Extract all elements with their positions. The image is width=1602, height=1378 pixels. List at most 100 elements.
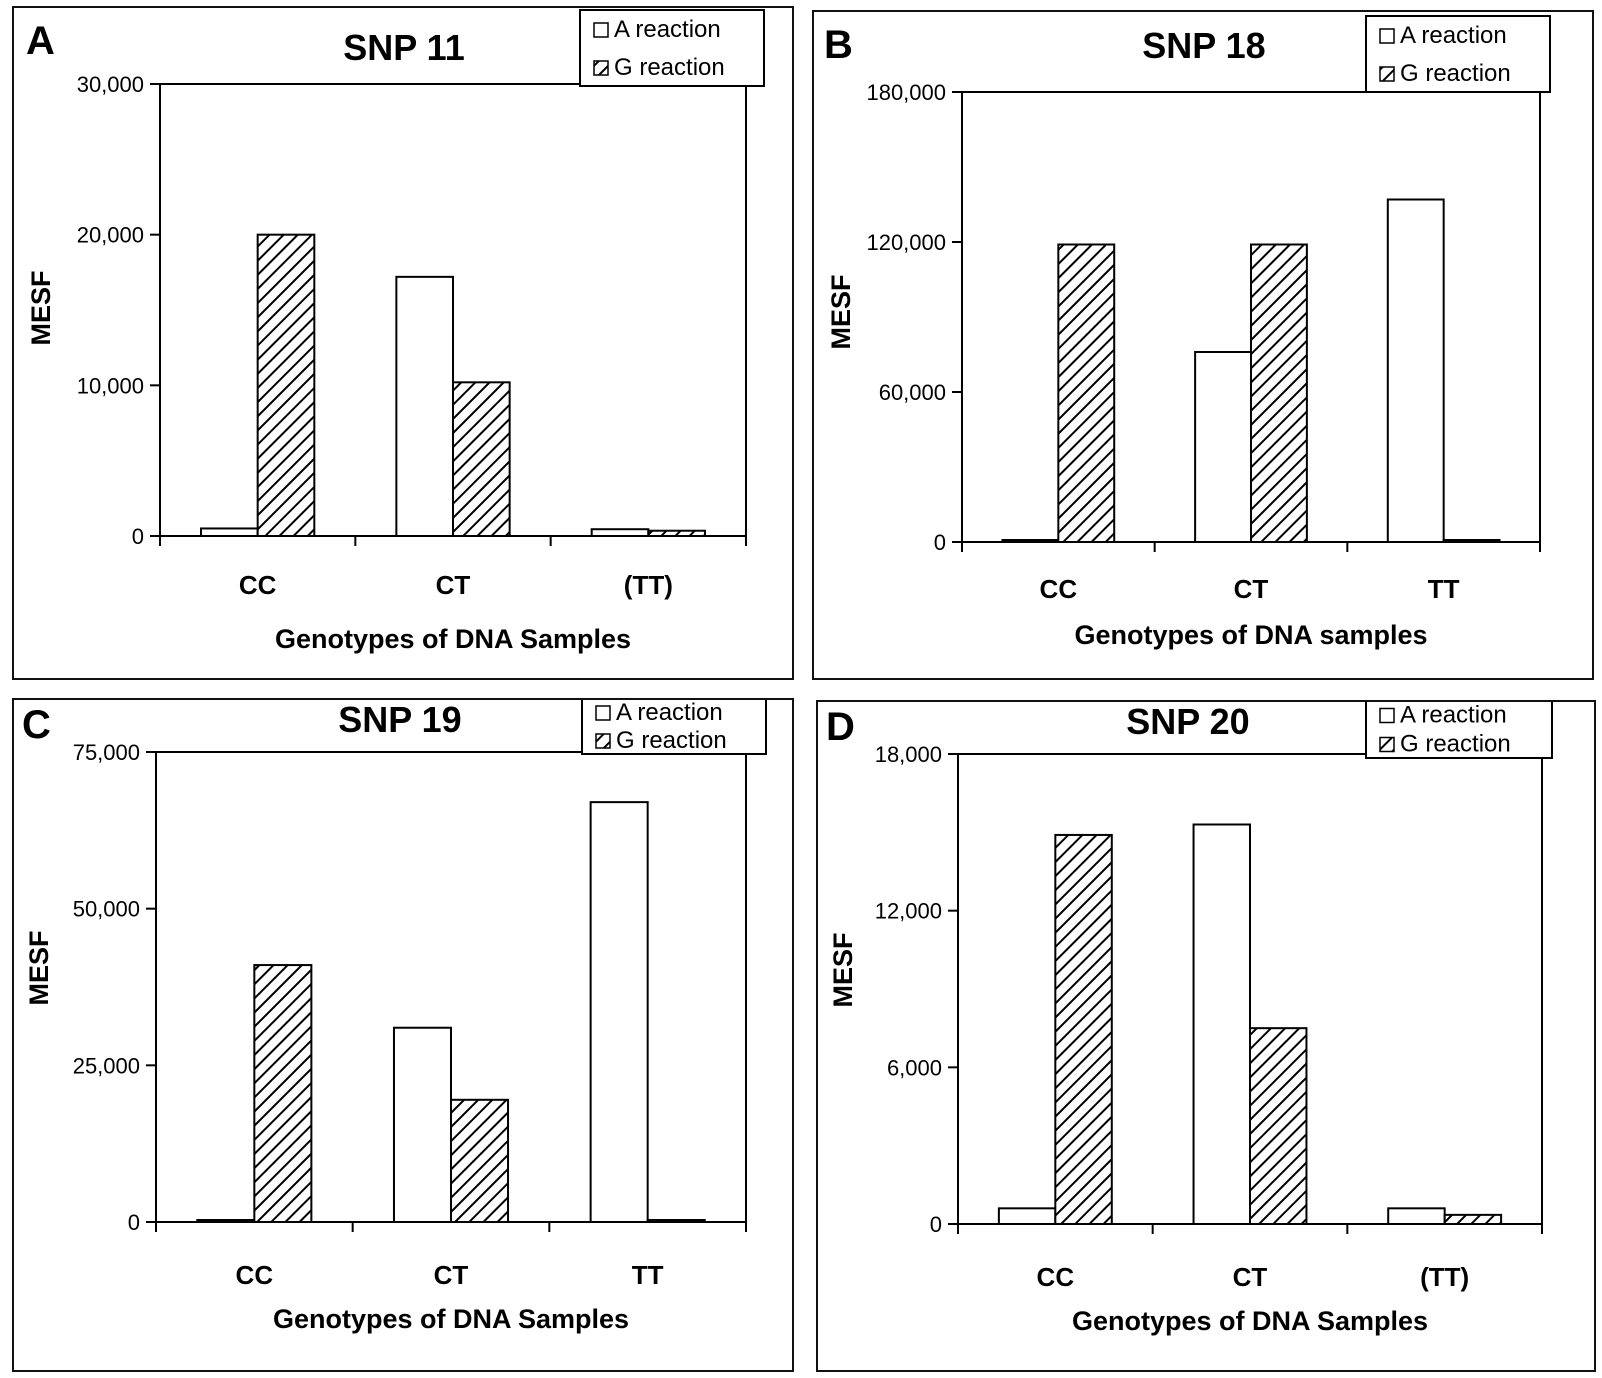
- bar-a-reaction: [1386, 198, 1445, 543]
- legend-swatch-g: [1379, 66, 1395, 82]
- legend-label-a: A reaction: [616, 700, 723, 726]
- y-tick-label: 10,000: [77, 373, 144, 398]
- category-label: CT: [1234, 574, 1269, 604]
- chart-title: SNP 19: [338, 700, 461, 740]
- y-tick-label: 30,000: [77, 72, 144, 97]
- y-axis-title: MESF: [26, 270, 56, 345]
- bar-a-reaction: [395, 275, 454, 537]
- category-label: CC: [236, 1260, 274, 1290]
- panel-letter: A: [26, 19, 55, 63]
- bar-g-reaction: [1054, 833, 1113, 1225]
- legend-swatch-a: [593, 22, 609, 38]
- y-axis-title: MESF: [826, 274, 856, 349]
- bar-a-reaction: [997, 1207, 1057, 1226]
- category-label: TT: [1428, 574, 1460, 604]
- x-axis-title: Genotypes of DNA Samples: [1072, 1306, 1428, 1336]
- chart-panel-b: B SNP 18 0 60,000 120,000 180,000 CC CT TT Genoty…: [812, 10, 1594, 680]
- bar-g-reaction: [647, 529, 706, 538]
- legend-label-g: G reaction: [616, 727, 727, 754]
- panel-letter: C: [22, 703, 51, 747]
- legend-label-a: A reaction: [614, 16, 721, 43]
- legend-box: [579, 9, 765, 87]
- category-label: CT: [436, 570, 471, 600]
- legend-label-g: G reaction: [1400, 731, 1511, 758]
- legend-label-a: A reaction: [1400, 22, 1507, 49]
- category-label: CC: [1037, 1262, 1075, 1292]
- legend-box: [1365, 702, 1553, 759]
- legend-label-g: G reaction: [1400, 60, 1511, 87]
- y-tick-label: 60,000: [879, 380, 946, 405]
- x-axis-title: Genotypes of DNA Samples: [273, 1304, 629, 1334]
- chart-panel-a: A SNP 11 0 10,000 20,000 30,000 CC CT (TT) Genoty…: [12, 6, 794, 680]
- category-label: (TT): [624, 570, 673, 600]
- chart-svg-b: B SNP 18 0 60,000 120,000 180,000 CC CT TTGenoty…: [824, 15, 1551, 650]
- legend-box: [1365, 15, 1551, 93]
- legend: A reaction G reaction: [1365, 15, 1551, 93]
- bar-a-reaction: [1001, 539, 1060, 543]
- y-tick-label: 18,000: [875, 742, 942, 767]
- bar-g-reaction: [1250, 243, 1308, 543]
- x-axis-title: Genotypes of DNA samples: [1074, 620, 1427, 650]
- bar-g-reaction: [1443, 1213, 1503, 1225]
- category-label: (TT): [1420, 1262, 1469, 1292]
- legend-box: [581, 700, 767, 755]
- y-tick-label: 0: [930, 1212, 942, 1237]
- bar-g-reaction: [450, 1098, 510, 1223]
- bar-g-reaction: [253, 964, 313, 1223]
- bar-g-reaction: [646, 1219, 706, 1223]
- legend-swatch-g: [595, 733, 611, 749]
- y-tick-label: 25,000: [73, 1053, 140, 1078]
- legend-label-g: G reaction: [614, 54, 725, 81]
- panel-letter: B: [824, 23, 853, 67]
- y-tick-label: 0: [934, 530, 946, 555]
- y-tick-label: 50,000: [73, 897, 140, 922]
- bar-g-reaction: [1442, 539, 1501, 543]
- bar-g-reaction: [1249, 1027, 1308, 1225]
- panel-letter: D: [826, 705, 855, 749]
- legend-swatch-a: [1379, 707, 1395, 724]
- bar-a-reaction: [1192, 823, 1251, 1225]
- y-tick-label: 0: [128, 1210, 140, 1235]
- chart-title: SNP 20: [1126, 702, 1249, 742]
- category-label: CC: [239, 570, 277, 600]
- y-axis-title: MESF: [828, 932, 858, 1007]
- chart-title: SNP 18: [1142, 25, 1265, 66]
- bar-a-reaction: [1194, 351, 1253, 543]
- y-tick-label: 180,000: [866, 80, 946, 105]
- category-label: CC: [1040, 574, 1078, 604]
- bar-a-reaction: [392, 1026, 453, 1223]
- bar-a-reaction: [200, 527, 259, 538]
- y-tick-label: 75,000: [73, 740, 140, 765]
- bar-a-reaction: [196, 1219, 256, 1223]
- chart-panel-d: D SNP 20 0 6,000 12,000 18,000 CC CT (TT) Genotyp…: [816, 700, 1596, 1372]
- y-axis-title: MESF: [24, 930, 54, 1005]
- x-axis-title: Genotypes of DNA Samples: [275, 624, 631, 654]
- category-label: CT: [1233, 1262, 1268, 1292]
- category-label: TT: [632, 1260, 664, 1290]
- bar-a-reaction: [589, 801, 649, 1223]
- y-tick-label: 6,000: [887, 1055, 942, 1080]
- chart-title: SNP 11: [343, 27, 464, 68]
- y-tick-label: 12,000: [875, 899, 942, 924]
- bar-a-reaction: [590, 528, 650, 537]
- bar-a-reaction: [1387, 1207, 1446, 1226]
- y-tick-label: 20,000: [77, 223, 144, 248]
- y-tick-label: 120,000: [866, 230, 946, 255]
- category-label: CT: [434, 1260, 469, 1290]
- legend-swatch-g: [593, 60, 609, 76]
- y-tick-label: 0: [132, 524, 144, 549]
- bar-g-reaction: [1057, 243, 1116, 543]
- bar-g-reaction: [256, 233, 316, 538]
- legend-swatch-g: [1379, 736, 1395, 753]
- chart-svg-d: D SNP 20 0 6,000 12,000 18,000 CC CT (TT) Genotyp…: [826, 702, 1553, 1336]
- chart-svg-a: A SNP 11 0 10,000 20,000 30,000 CC CT (TT) Genoty…: [26, 9, 765, 654]
- legend-label-a: A reaction: [1400, 702, 1507, 729]
- chart-panel-c: C SNP 19 0 25,000 50,000 75,000 CC CT TT Genotype…: [12, 698, 794, 1372]
- legend-swatch-a: [595, 705, 611, 721]
- legend-swatch-a: [1379, 28, 1395, 44]
- chart-svg-c: C SNP 19 0 25,000 50,000 75,000 CC CT TTGenotype…: [22, 700, 767, 1334]
- legend: A reaction G reaction: [579, 9, 765, 87]
- bar-g-reaction: [452, 381, 511, 537]
